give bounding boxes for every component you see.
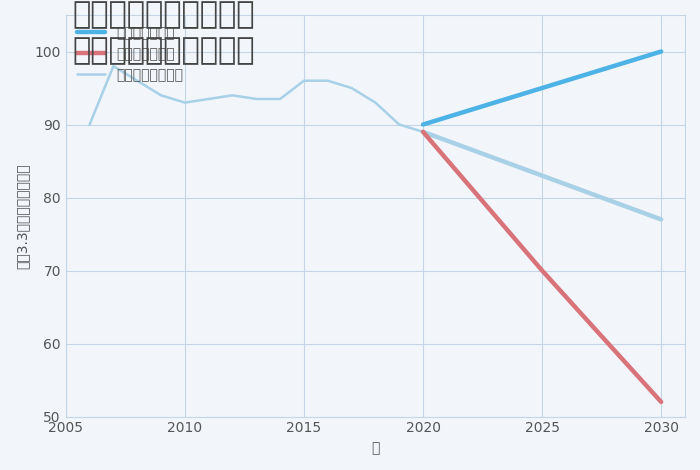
Text: 兵庫県姫路市青山北の
中古戸建ての価格推移: 兵庫県姫路市青山北の 中古戸建ての価格推移 <box>73 0 256 65</box>
ノーマルシナリオ <box>157 93 165 98</box>
バッドシナリオ <box>419 129 427 134</box>
ノーマルシナリオ <box>276 96 284 102</box>
ノーマルシナリオ <box>181 100 189 105</box>
ノーマルシナリオ <box>228 93 237 98</box>
ノーマルシナリオ <box>419 129 427 134</box>
ノーマルシナリオ <box>133 78 141 84</box>
Line: グッドシナリオ: グッドシナリオ <box>423 52 662 125</box>
ノーマルシナリオ <box>395 122 403 127</box>
ノーマルシナリオ <box>204 96 213 102</box>
Y-axis label: 坪（3.3㎡）単価（万円）: 坪（3.3㎡）単価（万円） <box>15 163 29 268</box>
ノーマルシナリオ <box>252 96 260 102</box>
Line: ノーマルシナリオ: ノーマルシナリオ <box>90 66 423 132</box>
グッドシナリオ <box>419 122 427 127</box>
ノーマルシナリオ <box>300 78 308 84</box>
ノーマルシナリオ <box>323 78 332 84</box>
ノーマルシナリオ <box>347 85 356 91</box>
Line: バッドシナリオ: バッドシナリオ <box>423 132 662 402</box>
バッドシナリオ <box>538 268 546 274</box>
ノーマルシナリオ <box>371 100 379 105</box>
グッドシナリオ <box>657 49 666 55</box>
Legend: グッドシナリオ, バッドシナリオ, ノーマルシナリオ: グッドシナリオ, バッドシナリオ, ノーマルシナリオ <box>73 22 187 86</box>
ノーマルシナリオ <box>109 63 118 69</box>
ノーマルシナリオ <box>85 122 94 127</box>
グッドシナリオ <box>538 85 546 91</box>
バッドシナリオ <box>657 399 666 405</box>
X-axis label: 年: 年 <box>371 441 379 455</box>
